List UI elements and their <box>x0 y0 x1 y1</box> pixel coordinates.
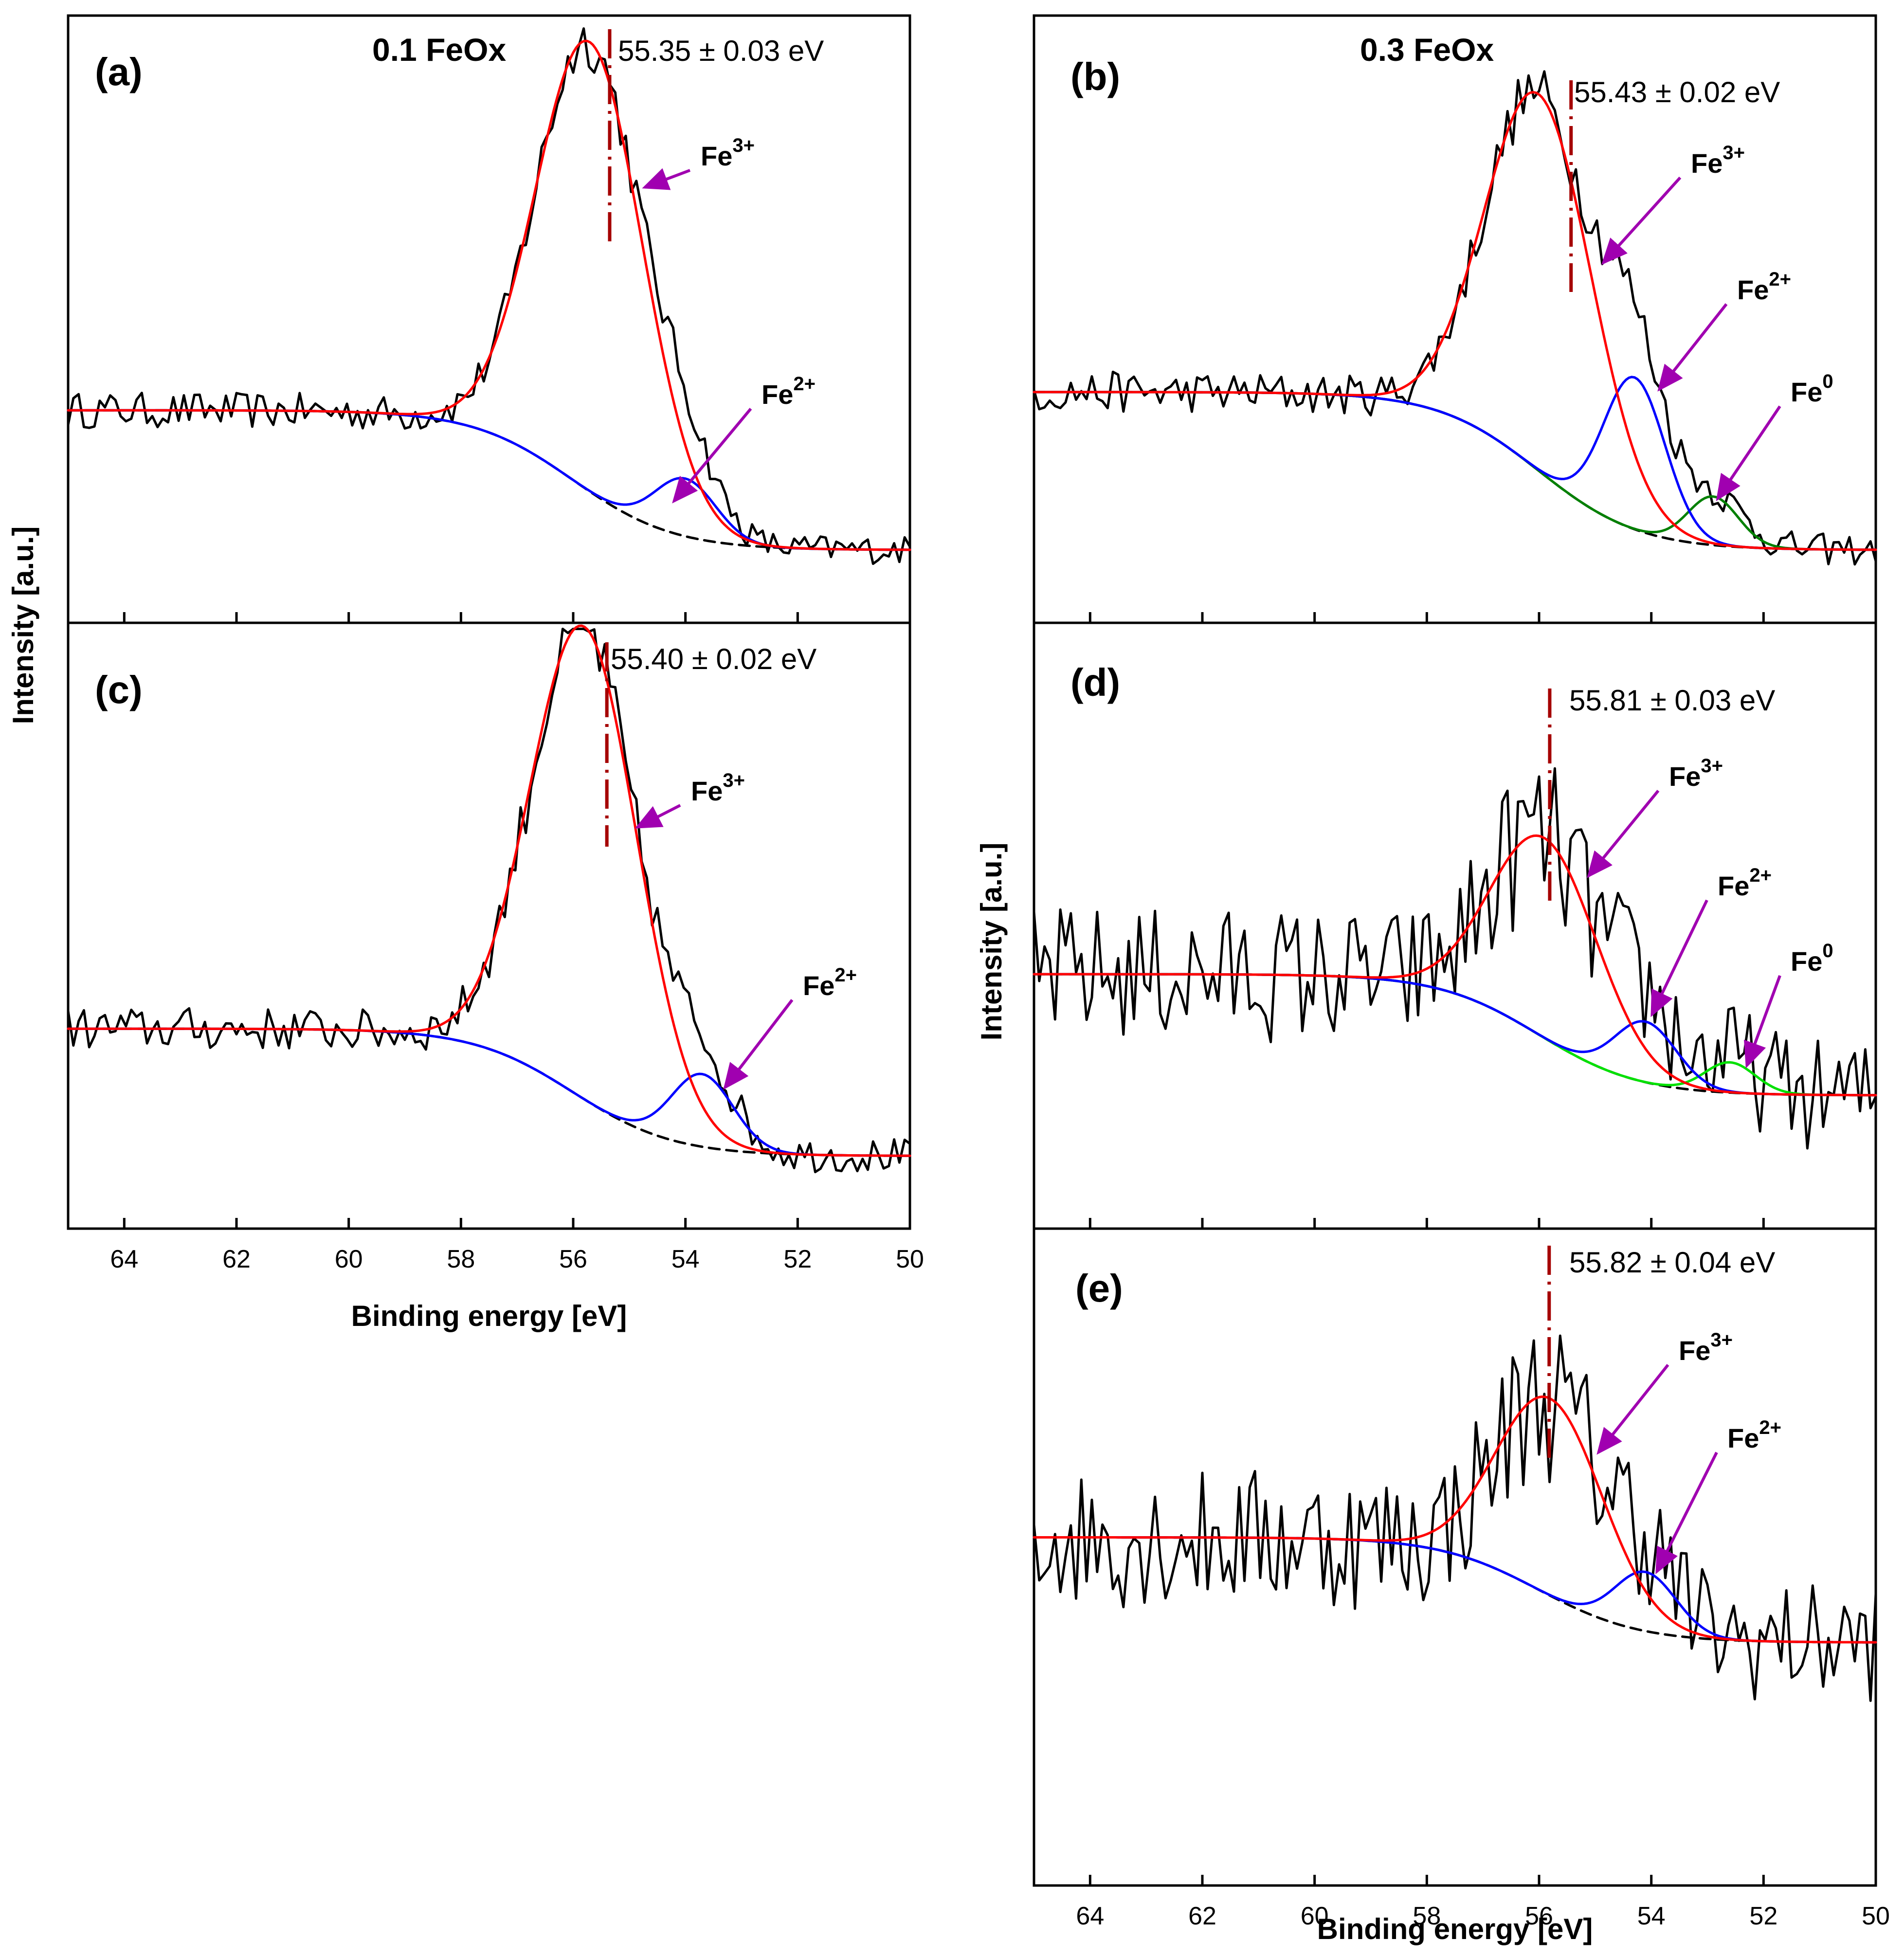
x-tick-label: 62 <box>222 1245 251 1273</box>
peak-position-label: 55.43 ± 0.02 eV <box>1574 76 1780 109</box>
panel-d-curves <box>1033 767 1877 1150</box>
x-tick-label: 50 <box>1862 1902 1890 1930</box>
panel-b-annotations: 55.43 ± 0.02 eV Fe3+ Fe2+ Fe0 <box>1088 76 1877 623</box>
panel-d-annotations: 55.81 ± 0.03 eV Fe3+ Fe2+ Fe0 <box>1088 684 1877 1229</box>
x-tick-label: 60 <box>335 1245 363 1273</box>
panel-c-annotations: 55.40 ± 0.02 eV Fe3+ Fe2+ <box>123 642 911 1229</box>
x-axis-right: 64 62 60 58 56 54 52 50 <box>1076 1902 1890 1930</box>
x-tick-label: 58 <box>447 1245 475 1273</box>
peak-position-label: 55.82 ± 0.04 eV <box>1569 1246 1775 1279</box>
peak-position-label: 55.81 ± 0.03 eV <box>1569 684 1775 717</box>
x-axis-title-left: Binding energy [eV] <box>351 1300 627 1332</box>
fe3-fit-line <box>67 39 911 551</box>
x-tick-label: 52 <box>1749 1902 1777 1930</box>
x-tick-label: 64 <box>1076 1902 1104 1930</box>
species-arrow <box>1744 975 1781 1069</box>
species-arrow <box>1716 405 1781 501</box>
species-label: Fe3+ <box>691 770 745 806</box>
panel-c: 55.40 ± 0.02 eV Fe3+ Fe2+ (c) <box>67 621 911 1230</box>
panel-a-annotations: 55.35 ± 0.03 eV Fe3+ Fe2+ <box>123 29 911 623</box>
species-arrow <box>1596 1364 1669 1455</box>
y-axis-title-left: Intensity [a.u.] <box>7 526 39 725</box>
panel-d: 55.81 ± 0.03 eV Fe3+ Fe2+ Fe0 (d) <box>1033 621 1877 1230</box>
panel-a-curves <box>67 27 911 565</box>
panel-e-annotations: 55.82 ± 0.04 eV Fe3+ Fe2+ <box>1088 1246 1877 1885</box>
panel-a-sample-title: 0.1 FeOx <box>372 32 506 68</box>
panel-e: 55.82 ± 0.04 eV Fe3+ Fe2+ (e) <box>1033 1227 1877 1887</box>
species-arrow <box>1587 790 1660 878</box>
species-label: Fe0 <box>1791 940 1833 977</box>
panel-b: 55.43 ± 0.02 eV Fe3+ Fe2+ Fe0 (b) 0.3 FeOx <box>1033 14 1877 624</box>
experimental-data-line <box>1033 1334 1877 1702</box>
x-axis-title-right: Binding energy [eV] <box>1317 1913 1593 1945</box>
species-arrow <box>1657 303 1728 392</box>
species-label: Fe2+ <box>1727 1417 1781 1453</box>
species-label: Fe3+ <box>1669 755 1723 792</box>
panel-b-sample-title: 0.3 FeOx <box>1360 32 1494 68</box>
fe3-fit-line <box>1033 834 1877 1097</box>
species-label: Fe2+ <box>803 964 857 1001</box>
x-tick-label: 52 <box>783 1245 812 1273</box>
x-axis-left: 64 62 60 58 56 54 52 50 <box>110 1245 924 1273</box>
x-tick-label: 54 <box>1637 1902 1666 1930</box>
panel-c-label: (c) <box>95 668 143 711</box>
fe3-fit-line <box>67 624 911 1157</box>
x-tick-label: 50 <box>896 1245 924 1273</box>
x-tick-label: 56 <box>1525 1902 1553 1930</box>
x-tick-label: 62 <box>1188 1902 1216 1930</box>
fe3-fit-line <box>1033 91 1877 551</box>
species-label: Fe3+ <box>701 135 755 171</box>
species-label: Fe3+ <box>1691 142 1745 179</box>
x-tick-label: 54 <box>671 1245 700 1273</box>
panel-a: 55.35 ± 0.03 eV Fe3+ Fe2+ (a) 0.1 FeOx <box>67 14 911 624</box>
x-tick-label: 56 <box>559 1245 587 1273</box>
peak-position-label: 55.40 ± 0.02 eV <box>611 643 816 675</box>
fe2-fit-line <box>67 409 911 551</box>
experimental-data-line <box>67 27 911 565</box>
fe2-fit-line <box>67 1027 911 1157</box>
fe0-fit-line <box>1033 391 1877 551</box>
species-label: Fe3+ <box>1679 1329 1733 1366</box>
species-arrow <box>1650 899 1708 1017</box>
panel-e-label: (e) <box>1075 1267 1123 1310</box>
species-arrow <box>1655 1451 1718 1575</box>
species-arrow <box>723 999 794 1090</box>
panel-c-curves <box>67 624 911 1174</box>
y-axis-title-right: Intensity [a.u.] <box>975 843 1008 1041</box>
panel-b-label: (b) <box>1070 55 1120 98</box>
panel-b-curves <box>1033 70 1877 566</box>
experimental-data-line <box>1033 767 1877 1150</box>
panel-a-frame <box>67 14 911 624</box>
peak-position-label: 55.35 ± 0.03 eV <box>618 35 824 67</box>
species-arrow <box>1601 176 1682 265</box>
species-arrow <box>635 804 681 829</box>
fe3-fit-line <box>1033 1396 1877 1644</box>
species-label: Fe0 <box>1791 371 1833 407</box>
panel-e-frame <box>1033 1227 1877 1887</box>
species-arrow <box>672 408 752 504</box>
panel-e-curves <box>1033 1334 1877 1702</box>
experimental-data-line <box>67 628 911 1174</box>
species-label: Fe2+ <box>1737 269 1791 305</box>
species-label: Fe2+ <box>1718 865 1772 901</box>
background-line <box>1033 391 1877 551</box>
panel-a-label: (a) <box>95 50 143 93</box>
panel-c-frame <box>67 621 911 1230</box>
x-tick-label: 64 <box>110 1245 138 1273</box>
experimental-data-line <box>1033 70 1877 566</box>
panel-d-label: (d) <box>1070 661 1120 704</box>
x-tick-label: 58 <box>1413 1902 1441 1930</box>
species-label: Fe2+ <box>762 373 816 410</box>
x-tick-label: 60 <box>1301 1902 1329 1930</box>
species-arrow <box>642 168 691 190</box>
